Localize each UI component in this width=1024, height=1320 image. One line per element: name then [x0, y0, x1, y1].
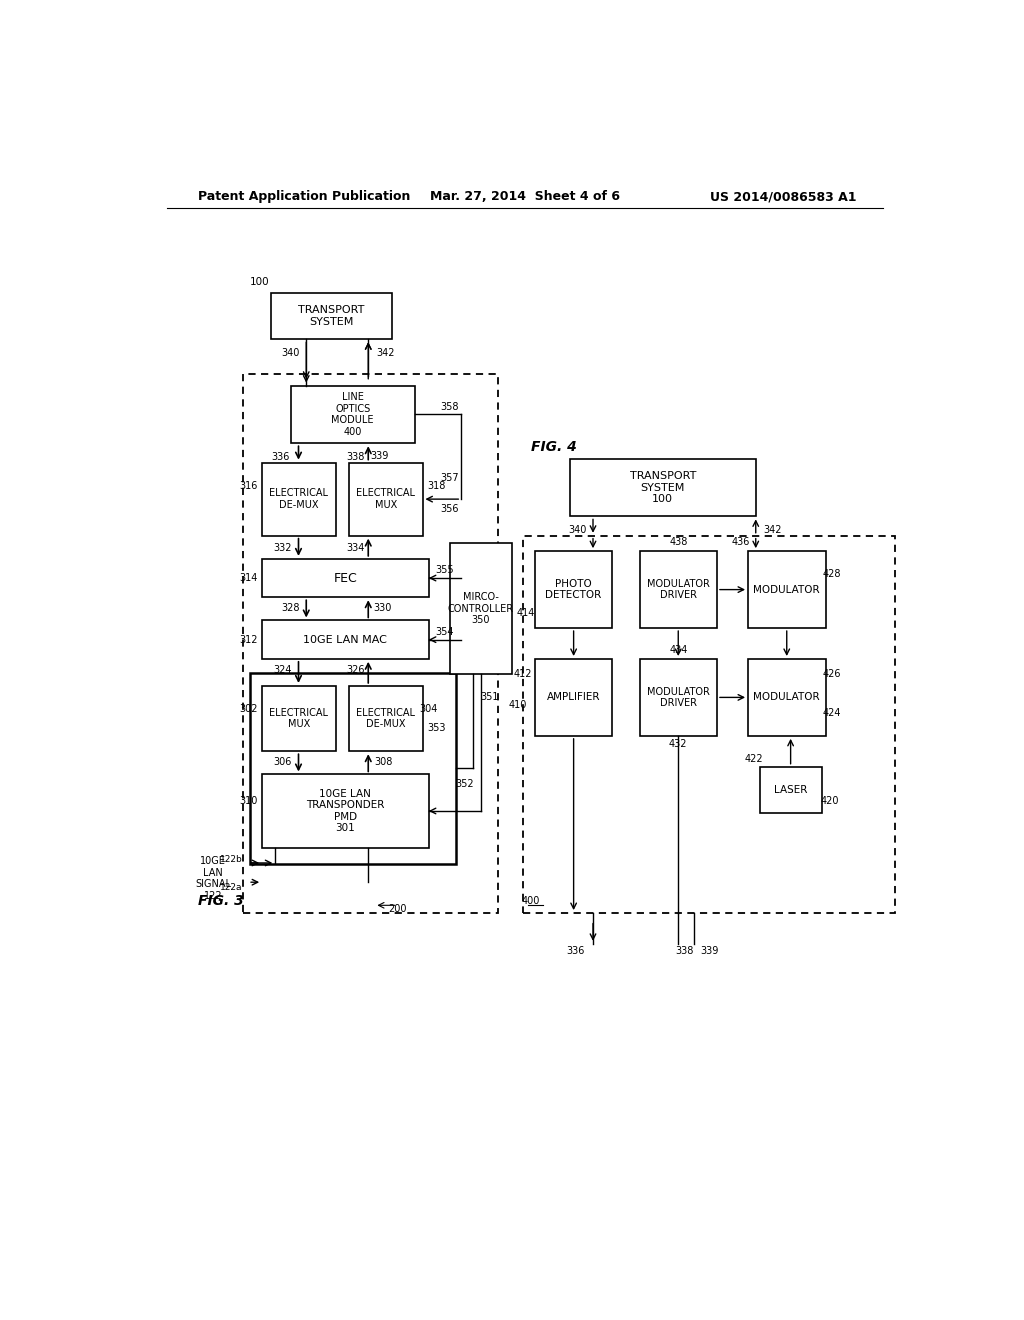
- Text: 122a: 122a: [220, 883, 243, 892]
- Text: 339: 339: [371, 451, 389, 462]
- Text: 340: 340: [282, 348, 300, 358]
- Text: 122b: 122b: [220, 854, 243, 863]
- Text: 326: 326: [346, 665, 366, 675]
- Text: 400: 400: [522, 896, 541, 907]
- Text: 432: 432: [669, 739, 687, 748]
- Bar: [262, 775, 429, 847]
- Text: MODULATOR: MODULATOR: [754, 693, 820, 702]
- Text: 351: 351: [480, 693, 499, 702]
- Text: FEC: FEC: [334, 572, 357, 585]
- Text: MODULATOR: MODULATOR: [754, 585, 820, 594]
- Text: 420: 420: [820, 796, 839, 807]
- Text: 340: 340: [568, 525, 587, 536]
- Text: MODULATOR
DRIVER: MODULATOR DRIVER: [647, 686, 710, 709]
- Text: 338: 338: [675, 946, 693, 957]
- Text: 342: 342: [764, 525, 782, 536]
- Text: 353: 353: [427, 723, 445, 733]
- Text: TRANSPORT
SYSTEM
100: TRANSPORT SYSTEM 100: [630, 471, 696, 504]
- Bar: [262, 558, 429, 598]
- Text: Patent Application Publication: Patent Application Publication: [198, 190, 411, 203]
- Bar: [291, 385, 415, 444]
- Text: 302: 302: [239, 704, 257, 714]
- Bar: [760, 767, 821, 813]
- Text: 330: 330: [373, 603, 391, 612]
- Text: 10GE LAN
TRANSPONDER
PMD
301: 10GE LAN TRANSPONDER PMD 301: [306, 788, 385, 833]
- Text: 438: 438: [669, 537, 687, 546]
- Text: FIG. 3: FIG. 3: [198, 895, 244, 908]
- Bar: [569, 459, 756, 516]
- Text: FIG. 4: FIG. 4: [531, 440, 577, 454]
- Text: MODULATOR
DRIVER: MODULATOR DRIVER: [647, 578, 710, 601]
- Text: 328: 328: [282, 603, 300, 612]
- Text: 316: 316: [239, 480, 257, 491]
- Text: 355: 355: [435, 565, 454, 576]
- Text: US 2014/0086583 A1: US 2014/0086583 A1: [710, 190, 856, 203]
- Text: 434: 434: [669, 644, 687, 655]
- Text: 324: 324: [273, 665, 292, 675]
- Text: 414: 414: [516, 607, 535, 618]
- Text: 334: 334: [347, 543, 365, 553]
- Text: MIRCO-
CONTROLLER
350: MIRCO- CONTROLLER 350: [447, 593, 514, 626]
- Bar: [640, 659, 717, 737]
- Text: AMPLIFIER: AMPLIFIER: [547, 693, 600, 702]
- Text: 410: 410: [509, 700, 527, 710]
- Bar: [535, 552, 612, 628]
- Bar: [243, 374, 499, 913]
- Text: 354: 354: [435, 627, 454, 638]
- Text: PHOTO
DETECTOR: PHOTO DETECTOR: [546, 578, 602, 601]
- Text: ELECTRICAL
MUX: ELECTRICAL MUX: [356, 488, 415, 510]
- Bar: [349, 686, 423, 751]
- Bar: [251, 673, 456, 863]
- Text: ELECTRICAL
DE-MUX: ELECTRICAL DE-MUX: [269, 488, 329, 510]
- Bar: [748, 552, 825, 628]
- Text: 312: 312: [239, 635, 257, 644]
- Text: LASER: LASER: [774, 785, 807, 795]
- Text: 314: 314: [239, 573, 257, 583]
- Text: TRANSPORT
SYSTEM: TRANSPORT SYSTEM: [298, 305, 365, 327]
- Text: 310: 310: [239, 796, 257, 807]
- Text: 339: 339: [700, 946, 719, 957]
- Bar: [349, 462, 423, 536]
- Bar: [640, 552, 717, 628]
- Bar: [748, 659, 825, 737]
- Bar: [271, 293, 391, 339]
- Text: 412: 412: [514, 669, 532, 680]
- Text: Mar. 27, 2014  Sheet 4 of 6: Mar. 27, 2014 Sheet 4 of 6: [430, 190, 620, 203]
- Bar: [262, 462, 336, 536]
- Bar: [535, 659, 612, 737]
- Text: 318: 318: [427, 480, 445, 491]
- Text: 308: 308: [375, 758, 393, 767]
- Text: 352: 352: [456, 779, 474, 788]
- Text: 436: 436: [731, 537, 750, 546]
- Text: 424: 424: [822, 708, 841, 718]
- Text: 342: 342: [376, 348, 394, 358]
- Text: ELECTRICAL
MUX: ELECTRICAL MUX: [269, 708, 329, 730]
- Text: 306: 306: [273, 758, 292, 767]
- Text: 338: 338: [346, 453, 365, 462]
- Text: 426: 426: [822, 669, 841, 680]
- Text: ELECTRICAL
DE-MUX: ELECTRICAL DE-MUX: [356, 708, 415, 730]
- Text: 357: 357: [440, 473, 459, 483]
- Text: 336: 336: [271, 453, 290, 462]
- Bar: [450, 544, 512, 675]
- Text: 100: 100: [250, 277, 269, 286]
- Text: 200: 200: [388, 904, 407, 915]
- Text: 336: 336: [566, 946, 585, 957]
- Text: 428: 428: [822, 569, 841, 579]
- Text: 332: 332: [273, 543, 292, 553]
- Text: 304: 304: [420, 704, 438, 714]
- Text: 358: 358: [440, 401, 459, 412]
- Text: 10GE
LAN
SIGNAL
122: 10GE LAN SIGNAL 122: [196, 855, 231, 900]
- Text: LINE
OPTICS
MODULE
400: LINE OPTICS MODULE 400: [332, 392, 374, 437]
- Bar: [262, 620, 429, 659]
- Bar: [262, 686, 336, 751]
- Text: 422: 422: [744, 754, 763, 764]
- Text: 10GE LAN MAC: 10GE LAN MAC: [303, 635, 387, 644]
- Text: 356: 356: [440, 504, 459, 513]
- Bar: [523, 536, 895, 913]
